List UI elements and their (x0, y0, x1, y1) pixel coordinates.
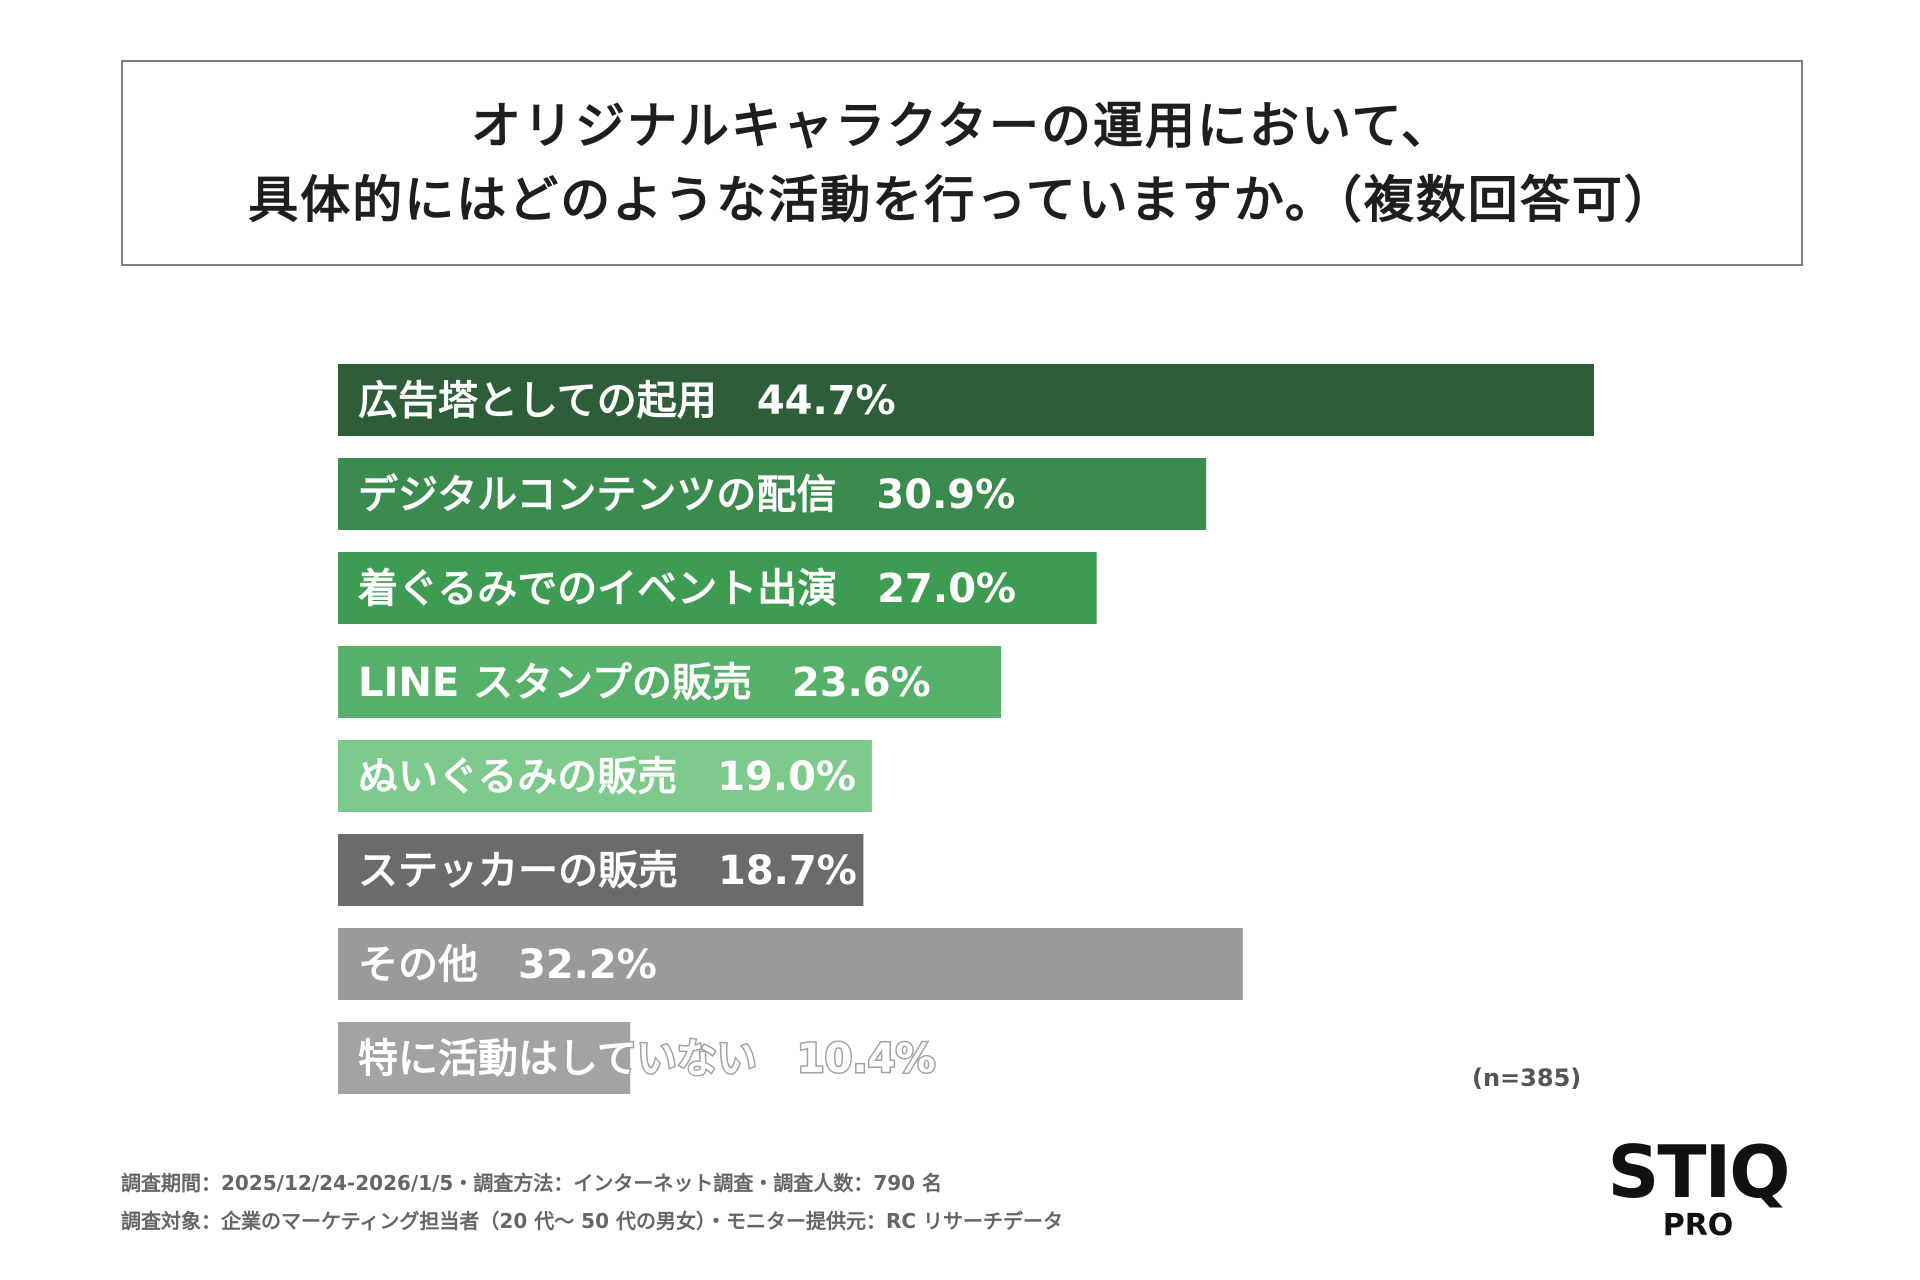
bar-label-4: LINE スタンプの販売 23.6% (358, 660, 931, 706)
bar-3 (338, 552, 1097, 624)
chart-title-line-2: 具体的にはどのような活動を行っていますか。（複数回答可） (248, 171, 1676, 229)
bar-label-5: ぬいぐるみの販売 19.0% (358, 754, 856, 800)
bar-4 (338, 646, 1002, 718)
bar-2 (338, 458, 1207, 530)
stiq-pro-logo: STIQ PRO (1590, 1132, 1806, 1252)
sample-size-note: (n=385) (1472, 1064, 1582, 1092)
survey-footer: 調査期間：2025/12/24-2026/1/5・調査方法：インターネット調査・… (121, 1164, 1063, 1240)
bar-label-8: 特に活動はしていない 10.4% (358, 1036, 936, 1082)
survey-target-line: 調査対象：企業のマーケティング担当者（20 代〜 50 代の男女）・モニター提供… (121, 1209, 1063, 1233)
category-label: LINE スタンプの販売 (358, 660, 792, 706)
bar-label-2: デジタルコンテンツの配信 30.9% (358, 472, 1015, 518)
category-label: 特に活動はしていない (358, 1036, 797, 1082)
value-label: 27.0% (877, 566, 1016, 612)
category-label: ステッカーの販売 (358, 848, 718, 894)
category-label: 着ぐるみでのイベント出演 (358, 566, 877, 612)
value-label: 23.6% (792, 660, 931, 706)
value-label: 10.4% (797, 1036, 936, 1082)
bar-5 (338, 740, 872, 812)
value-label: 19.0% (717, 754, 856, 800)
category-label: その他 (358, 942, 518, 988)
bar-label-6: ステッカーの販売 18.7% (358, 848, 857, 894)
value-label: 30.9% (876, 472, 1015, 518)
bar-8 (338, 1022, 631, 1094)
bar-label-3: 着ぐるみでのイベント出演 27.0% (358, 566, 1016, 612)
value-label: 44.7% (757, 378, 896, 424)
bar-7 (338, 928, 1243, 1000)
bar-1 (338, 364, 1594, 436)
category-label: デジタルコンテンツの配信 (358, 472, 876, 518)
logo-main-text: STIQ (1607, 1130, 1791, 1214)
survey-period-line: 調査期間：2025/12/24-2026/1/5・調査方法：インターネット調査・… (121, 1171, 943, 1195)
category-label: 広告塔としての起用 (358, 378, 757, 424)
bar-label-1: 広告塔としての起用 44.7% (358, 378, 896, 424)
logo-sub-text: PRO (1662, 1208, 1734, 1243)
value-label: 32.2% (518, 942, 657, 988)
bar-label-7: その他 32.2% (358, 942, 657, 988)
bar-6 (338, 834, 864, 906)
value-label: 18.7% (718, 848, 857, 894)
chart-title-line-1: オリジナルキャラクターの運用において、 (471, 97, 1453, 155)
title-box: オリジナルキャラクターの運用において、 具体的にはどのような活動を行っていますか… (121, 60, 1803, 266)
category-label: ぬいぐるみの販売 (358, 754, 717, 800)
